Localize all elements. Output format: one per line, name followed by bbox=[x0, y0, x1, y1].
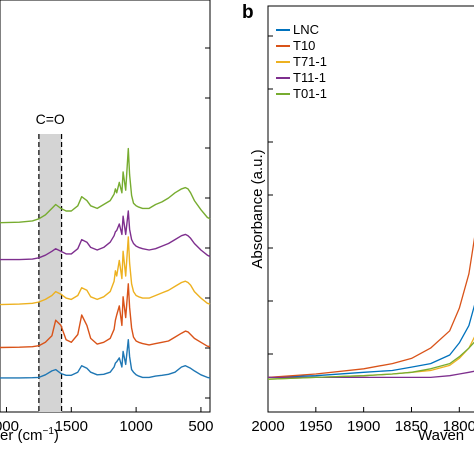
panel-b-x-tick-label: 1800 bbox=[443, 418, 474, 435]
panel-a-x-tick-label: 1000 bbox=[119, 418, 152, 435]
panel-b: b Absorbance (a.u.) 2000 1950 1900 1850 1800… bbox=[242, 2, 474, 444]
panel-a-x-tick-label: 1500 bbox=[55, 418, 88, 435]
panel-b-x-tick-label: 1950 bbox=[299, 418, 332, 435]
panel-a-y-ticks bbox=[205, 47, 210, 399]
legend-label: T01-1 bbox=[293, 86, 327, 101]
panel-b-series-line bbox=[268, 370, 474, 379]
legend-label: T71-1 bbox=[293, 54, 327, 69]
panel-a-x-axis-label: er (cm−1) bbox=[0, 426, 59, 444]
carbonyl-band bbox=[38, 134, 62, 412]
panel-b-series-line bbox=[267, 237, 474, 379]
panel-b-x-axis-label: Waven bbox=[418, 427, 464, 444]
panel-a: C=O 000 1500 1000 500 er (cm−1) bbox=[0, 0, 213, 444]
panel-b-y-ticks bbox=[268, 35, 273, 355]
panel-a-series-line bbox=[0, 210, 211, 261]
panel-b-series-line bbox=[267, 304, 474, 379]
legend-label: LNC bbox=[293, 22, 319, 37]
panel-b-x-ticks: 2000 1950 1900 1850 1800 bbox=[251, 407, 474, 435]
panel-b-x-tick-label: 1850 bbox=[395, 418, 428, 435]
panel-a-x-tick-label: 000 bbox=[0, 418, 19, 435]
panel-a-series-line bbox=[0, 339, 211, 379]
panel-b-y-axis-label: Absorbance (a.u.) bbox=[249, 149, 266, 268]
legend-label: T10 bbox=[293, 38, 315, 53]
panel-b-x-tick-label: 2000 bbox=[251, 418, 284, 435]
panel-b-series-line bbox=[267, 336, 474, 380]
panel-a-plot-frame bbox=[0, 0, 211, 413]
legend-label: T11-1 bbox=[293, 70, 326, 85]
panel-b-series-line bbox=[267, 341, 474, 380]
panel-a-series-line bbox=[0, 236, 211, 306]
panel-b-label: b bbox=[242, 2, 254, 23]
panel-a-series bbox=[0, 147, 211, 379]
panel-b-x-tick-label: 1900 bbox=[347, 418, 380, 435]
panel-a-x-ticks: 000 1500 1000 500 bbox=[0, 407, 213, 435]
panel-b-plot-frame bbox=[267, 5, 474, 413]
panel-a-series-line bbox=[0, 147, 211, 224]
carbonyl-annotation: C=O bbox=[36, 111, 65, 127]
panel-a-series-line bbox=[0, 283, 211, 349]
panel-a-x-tick-label: 500 bbox=[188, 418, 213, 435]
panel-b-series bbox=[267, 237, 474, 380]
